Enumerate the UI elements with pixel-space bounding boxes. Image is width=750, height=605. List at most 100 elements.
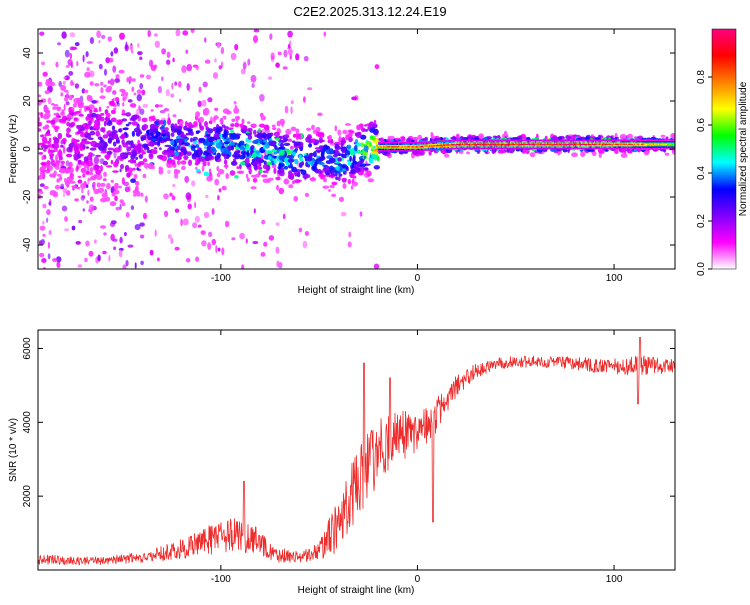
spectrogram-cell	[660, 140, 662, 143]
spectrogram-cell	[432, 146, 434, 148]
spectrogram-cell	[510, 147, 512, 150]
spectrogram-cell	[497, 144, 499, 147]
spectrogram-cell	[537, 139, 539, 142]
spectrogram-cell	[477, 139, 479, 142]
spectrogram-x-tick-label: -100	[211, 273, 231, 284]
spectrogram-cell	[658, 147, 661, 150]
spectrogram-cell	[147, 130, 150, 136]
spectrogram-cell	[337, 157, 342, 162]
spectrogram-cell	[50, 119, 56, 125]
spectrogram-cell	[483, 143, 485, 146]
spectrogram-cell	[632, 147, 635, 150]
spectrogram-cell	[323, 31, 327, 37]
spectrogram-cell	[502, 142, 504, 144]
spectrogram-cell	[506, 144, 509, 147]
spectrogram-cell	[471, 147, 473, 150]
spectrogram-cell	[624, 146, 627, 148]
spectrogram-cell	[83, 89, 89, 93]
spectrogram-cell	[623, 147, 625, 150]
spectrogram-cell	[397, 149, 399, 152]
spectrogram-cell	[563, 146, 565, 148]
spectrogram-cell	[634, 143, 636, 146]
spectrogram-cell	[466, 140, 468, 143]
spectrogram-cell	[208, 136, 214, 143]
spectrogram-cell	[474, 143, 477, 146]
spectrogram-cell	[380, 147, 382, 149]
spectrogram-cell	[559, 146, 562, 148]
spectrogram-cell	[287, 138, 293, 142]
spectrogram-cell	[426, 144, 428, 146]
spectrogram-cell	[504, 146, 506, 148]
spectrogram-cell	[621, 140, 623, 143]
spectrogram-cell	[478, 143, 480, 146]
spectrogram-cell	[460, 135, 464, 140]
spectrogram-cell	[444, 144, 446, 146]
spectrogram-cell	[100, 81, 104, 86]
spectrogram-cell	[604, 147, 606, 150]
spectrogram-cell	[276, 184, 279, 191]
spectrogram-cell	[497, 140, 499, 143]
spectrogram-cell	[522, 144, 524, 147]
spectrogram-cell	[173, 168, 178, 175]
spectrogram-cell	[167, 234, 172, 239]
spectrogram-cell	[401, 143, 404, 145]
spectrogram-cell	[553, 142, 556, 144]
spectrogram-cell	[131, 117, 135, 121]
spectrogram-cell	[487, 143, 490, 146]
spectrogram-cell	[456, 146, 458, 148]
spectrogram-cell	[273, 131, 280, 137]
spectrogram-cell	[104, 196, 111, 202]
spectrogram-cell	[82, 173, 86, 178]
spectrogram-cell	[625, 146, 628, 148]
spectrogram-cell	[578, 142, 581, 144]
spectrogram-cell	[481, 147, 484, 150]
spectrogram-cell	[489, 146, 491, 148]
spectrogram-cell	[464, 140, 466, 143]
spectrogram-cell	[649, 142, 651, 144]
spectrogram-cell	[391, 147, 393, 149]
spectrogram-cell	[157, 257, 160, 262]
spectrogram-cell	[452, 143, 454, 146]
spectrogram-cell	[583, 144, 585, 147]
spectrogram-cell	[612, 142, 615, 144]
spectrogram-cell	[647, 147, 649, 150]
spectrogram-cell	[588, 144, 590, 147]
spectrogram-cell	[537, 147, 539, 150]
spectrogram-cell	[551, 139, 553, 142]
spectrogram-cell	[53, 116, 60, 123]
spectrogram-cell	[69, 172, 75, 179]
spectrogram-cell	[441, 148, 444, 150]
spectrogram-cell	[399, 141, 401, 144]
spectrogram-cell	[290, 148, 294, 153]
spectrogram-cell	[448, 146, 451, 149]
spectrogram-cell	[673, 144, 675, 147]
spectrogram-cell	[130, 143, 136, 149]
spectrogram-cell	[204, 59, 211, 64]
spectrogram-cell	[39, 168, 44, 171]
spectrogram-cell	[77, 127, 81, 130]
spectrogram-cell	[119, 236, 123, 244]
spectrogram-cell	[470, 142, 472, 144]
spectrogram-cell	[151, 115, 156, 122]
spectrogram-cell	[349, 149, 354, 154]
spectrogram-cell	[454, 147, 457, 150]
spectrogram-cell	[214, 155, 219, 161]
spectrogram-cell	[558, 147, 560, 150]
spectrogram-cell	[136, 167, 139, 171]
spectrogram-cell	[483, 142, 485, 144]
spectrogram-cell	[641, 139, 643, 142]
spectrogram-cell	[121, 109, 125, 115]
spectrogram-cell	[120, 93, 125, 97]
spectrogram-cell	[461, 147, 464, 150]
spectrogram-cell	[439, 140, 441, 143]
spectrogram-cell	[628, 147, 630, 150]
spectrogram-cell	[629, 146, 631, 148]
spectrogram-cell	[512, 143, 514, 146]
spectrogram-cell	[337, 163, 343, 167]
spectrogram-cell	[230, 123, 235, 127]
spectrogram-cell	[170, 132, 175, 137]
spectrogram-cell	[644, 143, 647, 146]
spectrogram-cell	[667, 140, 669, 143]
spectrogram-cell	[395, 149, 398, 152]
spectrogram-cell	[391, 148, 393, 151]
